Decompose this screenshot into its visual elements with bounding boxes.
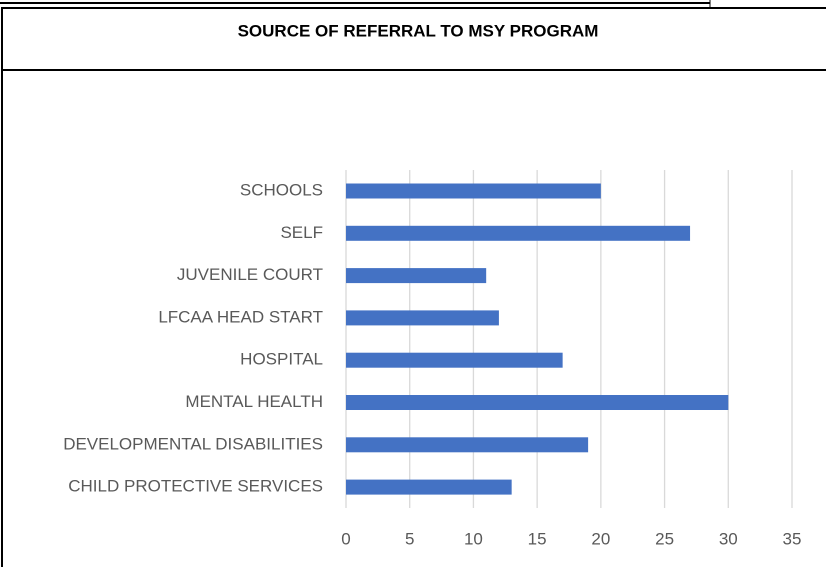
bar [346, 352, 563, 368]
y-tick-label: HOSPITAL [240, 350, 323, 369]
y-tick-label: CHILD PROTECTIVE SERVICES [68, 477, 323, 496]
bar [346, 479, 512, 495]
x-tick-label: 20 [591, 529, 610, 548]
bar [346, 183, 601, 199]
x-tick-label: 30 [719, 529, 738, 548]
title-box [1, 7, 826, 71]
y-tick-label: DEVELOPMENTAL DISABILITIES [63, 434, 323, 453]
x-tick-label: 5 [405, 529, 414, 548]
bar [346, 310, 499, 326]
x-tick-label: 25 [655, 529, 674, 548]
bar [346, 268, 487, 284]
x-tick-label: 35 [783, 529, 802, 548]
x-tick-label: 0 [341, 529, 350, 548]
y-tick-label: SCHOOLS [240, 180, 323, 199]
bar [346, 437, 589, 453]
y-tick-label: LFCAA HEAD START [158, 307, 323, 326]
y-tick-label: SELF [280, 223, 323, 242]
y-tick-label: JUVENILE COURT [177, 265, 323, 284]
bar [346, 395, 729, 410]
bar [346, 225, 691, 241]
x-tick-label: 10 [464, 529, 483, 548]
x-tick-label: 15 [528, 529, 547, 548]
chart-title: SOURCE OF REFERRAL TO MSY PROGRAM [238, 21, 599, 40]
y-tick-label: MENTAL HEALTH [185, 392, 323, 411]
